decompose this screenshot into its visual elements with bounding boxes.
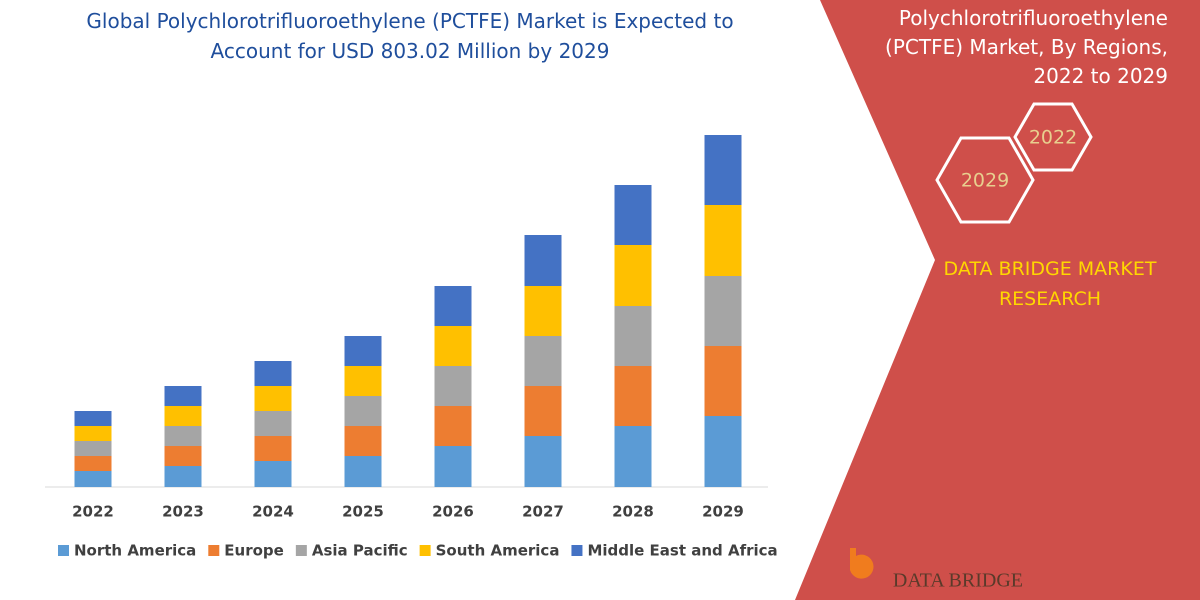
bar-segment [524,336,562,386]
legend-label: Asia Pacific [312,542,408,560]
bar-segment [254,461,292,487]
bar-segment [524,386,562,436]
bar-segment [434,366,472,406]
bar-segment [344,336,382,366]
legend-swatch [208,545,220,556]
bar-segment [704,276,742,346]
x-tick-label: 2024 [252,503,294,521]
x-tick-label: 2023 [162,503,204,521]
bar-segment [74,426,112,441]
bar-segment [434,326,472,366]
legend-swatch [571,545,583,556]
bar-segment [164,386,202,406]
hexagon [935,136,1035,224]
hexagon [1013,102,1093,172]
bar-segment [344,426,382,456]
bar-segment [164,446,202,466]
bar-segment [254,386,292,411]
bar-segment [164,406,202,426]
x-tick-label: 2027 [522,503,564,521]
bar-segment [704,416,742,487]
bar-segment [344,456,382,487]
x-tick-label: 2029 [702,503,744,521]
hexagon-label: 2029 [961,170,1009,192]
panel-title: Polychlorotrifluoroethylene (PCTFE) Mark… [885,6,1168,88]
legend-swatch [295,545,307,556]
side-panel [795,0,1200,600]
bar-segment [434,446,472,487]
bar-segment [614,185,652,245]
bar-segment [74,441,112,456]
legend-label: Europe [224,542,284,560]
bar-segment [524,235,562,286]
bar-segment [74,471,112,487]
logo: DATA BRIDGE [893,570,1023,592]
hexagon-label: 2022 [1029,127,1077,149]
x-tick-label: 2026 [432,503,474,521]
x-tick-label: 2025 [342,503,384,521]
brand: DATA BRIDGE MARKET RESEARCH [943,258,1157,310]
x-tick-label: 2028 [612,503,654,521]
bar-segment [74,411,112,426]
chart-title: Global Polychlorotrifluoroethylene (PCTF… [86,9,734,63]
bar-segment [164,426,202,446]
legend-swatch [58,545,69,556]
bar-segment [344,366,382,396]
bar-segment [704,135,742,205]
bar-segment [614,245,652,306]
legend-swatch [419,545,431,556]
legend-label: Middle East and Africa [587,542,777,560]
bar-segment [704,346,742,416]
legend-label: North America [74,542,196,560]
bar-segment [164,466,202,487]
bar-segment [434,286,472,326]
bar-segment [254,411,292,436]
bar-segment [74,456,112,471]
legend-label: South America [436,542,560,560]
logo-icon [850,548,874,579]
bar-segment [434,406,472,446]
bar-segment [614,306,652,366]
bar-segment [614,426,652,487]
bar-segment [254,436,292,461]
bar-segment [704,205,742,276]
bar-segment [524,436,562,487]
x-tick-label: 2022 [72,503,114,521]
bar-segment [254,361,292,386]
bar-segment [524,286,562,336]
bar-segment [614,366,652,426]
bar-segment [344,396,382,426]
